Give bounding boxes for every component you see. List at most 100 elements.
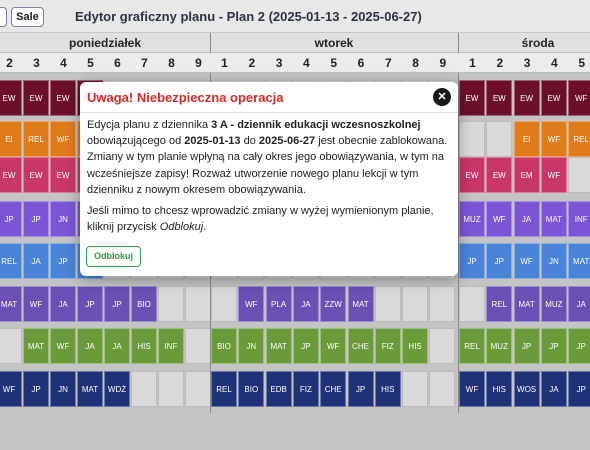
empty-lesson-cell[interactable] <box>429 371 456 407</box>
lesson-cell[interactable]: JP <box>292 328 319 364</box>
lesson-cell[interactable]: REL <box>0 243 22 279</box>
empty-lesson-cell[interactable] <box>158 286 184 322</box>
empty-lesson-cell[interactable] <box>402 371 429 407</box>
lesson-cell[interactable]: HIS <box>486 371 513 407</box>
lesson-cell[interactable]: JP <box>0 201 22 237</box>
lesson-cell[interactable]: REL <box>23 121 49 157</box>
empty-lesson-cell[interactable] <box>568 157 590 193</box>
empty-lesson-cell[interactable] <box>374 286 401 322</box>
lesson-cell[interactable]: JP <box>77 286 103 322</box>
lesson-cell[interactable]: EW <box>459 157 485 193</box>
lesson-cell[interactable]: JN <box>50 201 76 237</box>
lesson-cell[interactable]: JN <box>540 243 567 279</box>
lesson-cell[interactable]: EW <box>0 157 22 193</box>
lesson-cell[interactable]: EI <box>513 121 540 157</box>
empty-lesson-cell[interactable] <box>158 371 184 407</box>
lesson-cell[interactable]: JN <box>238 328 265 364</box>
lesson-cell[interactable]: WF <box>320 328 347 364</box>
lesson-cell[interactable]: JA <box>50 286 76 322</box>
lesson-cell[interactable]: JA <box>104 328 130 364</box>
lesson-cell[interactable]: JP <box>347 371 374 407</box>
lesson-cell[interactable]: EW <box>513 80 540 116</box>
lesson-cell[interactable]: EW <box>459 80 485 116</box>
lesson-cell[interactable]: WF <box>540 157 567 193</box>
lesson-cell[interactable]: WF <box>540 121 567 157</box>
lesson-cell[interactable]: WF <box>238 286 265 322</box>
lesson-cell[interactable]: WF <box>23 286 49 322</box>
lesson-cell[interactable]: BIO <box>238 371 265 407</box>
lesson-cell[interactable]: CHE <box>320 371 347 407</box>
lesson-cell[interactable]: EW <box>50 80 76 116</box>
lesson-cell[interactable]: MUZ <box>459 201 485 237</box>
lesson-cell[interactable]: HIS <box>402 328 429 364</box>
lesson-cell[interactable]: WF <box>50 121 76 157</box>
lesson-cell[interactable]: EI <box>0 121 22 157</box>
lesson-cell[interactable]: EW <box>486 157 513 193</box>
lesson-cell[interactable]: JP <box>459 243 485 279</box>
lesson-cell[interactable]: EW <box>540 80 567 116</box>
lesson-cell[interactable]: WF <box>50 328 76 364</box>
lesson-cell[interactable]: PLA <box>265 286 292 322</box>
lesson-cell[interactable]: JP <box>23 201 49 237</box>
empty-lesson-cell[interactable] <box>402 286 429 322</box>
lesson-cell[interactable]: HIS <box>131 328 157 364</box>
empty-lesson-cell[interactable] <box>459 286 485 322</box>
lesson-cell[interactable]: JP <box>104 286 130 322</box>
unlock-button[interactable]: Odblokuj <box>86 246 141 267</box>
lesson-cell[interactable]: MAT <box>347 286 374 322</box>
lesson-cell[interactable]: JP <box>23 371 49 407</box>
lesson-cell[interactable]: WF <box>513 243 540 279</box>
empty-lesson-cell[interactable] <box>211 286 237 322</box>
close-icon[interactable]: ✕ <box>433 88 451 106</box>
empty-lesson-cell[interactable] <box>185 286 211 322</box>
lesson-cell[interactable]: JA <box>292 286 319 322</box>
empty-lesson-cell[interactable] <box>131 371 157 407</box>
lesson-cell[interactable]: WOS <box>513 371 540 407</box>
lesson-cell[interactable]: REL <box>486 286 513 322</box>
lesson-cell[interactable]: JP <box>50 243 76 279</box>
empty-lesson-cell[interactable] <box>0 328 22 364</box>
lesson-cell[interactable]: CHE <box>347 328 374 364</box>
lesson-cell[interactable]: JA <box>540 371 567 407</box>
lesson-cell[interactable]: MUZ <box>486 328 513 364</box>
lesson-cell[interactable]: MAT <box>77 371 103 407</box>
lesson-cell[interactable]: EW <box>486 80 513 116</box>
empty-lesson-cell[interactable] <box>185 371 211 407</box>
lesson-cell[interactable]: FIZ <box>292 371 319 407</box>
lesson-cell[interactable]: MAT <box>265 328 292 364</box>
lesson-cell[interactable]: JP <box>568 328 590 364</box>
lesson-cell[interactable]: EW <box>23 80 49 116</box>
empty-lesson-cell[interactable] <box>429 328 456 364</box>
lesson-cell[interactable]: REL <box>211 371 237 407</box>
lesson-cell[interactable]: JN <box>50 371 76 407</box>
lesson-cell[interactable]: EW <box>23 157 49 193</box>
lesson-cell[interactable]: REL <box>568 121 590 157</box>
lesson-cell[interactable]: JA <box>23 243 49 279</box>
prev-button[interactable] <box>0 7 7 27</box>
lesson-cell[interactable]: MAT <box>540 201 567 237</box>
lesson-cell[interactable]: ZZW <box>320 286 347 322</box>
lesson-cell[interactable]: JP <box>513 328 540 364</box>
lesson-cell[interactable]: JP <box>540 328 567 364</box>
lesson-cell[interactable]: EW <box>50 157 76 193</box>
lesson-cell[interactable]: JP <box>568 371 590 407</box>
lesson-cell[interactable]: EDB <box>265 371 292 407</box>
lesson-cell[interactable]: INF <box>158 328 184 364</box>
lesson-cell[interactable]: REL <box>459 328 485 364</box>
empty-lesson-cell[interactable] <box>429 286 456 322</box>
lesson-cell[interactable]: MAT <box>23 328 49 364</box>
lesson-cell[interactable]: WF <box>568 80 590 116</box>
sale-button[interactable]: Sale <box>11 7 44 27</box>
empty-lesson-cell[interactable] <box>185 328 211 364</box>
lesson-cell[interactable]: WF <box>486 201 513 237</box>
empty-lesson-cell[interactable] <box>486 121 513 157</box>
lesson-cell[interactable]: MAT <box>568 243 590 279</box>
lesson-cell[interactable]: WF <box>459 371 485 407</box>
lesson-cell[interactable]: BIO <box>211 328 237 364</box>
lesson-cell[interactable]: HIS <box>374 371 401 407</box>
lesson-cell[interactable]: JP <box>486 243 513 279</box>
lesson-cell[interactable]: FIZ <box>374 328 401 364</box>
lesson-cell[interactable]: BIO <box>131 286 157 322</box>
lesson-cell[interactable]: MAT <box>0 286 22 322</box>
lesson-cell[interactable]: JA <box>568 286 590 322</box>
